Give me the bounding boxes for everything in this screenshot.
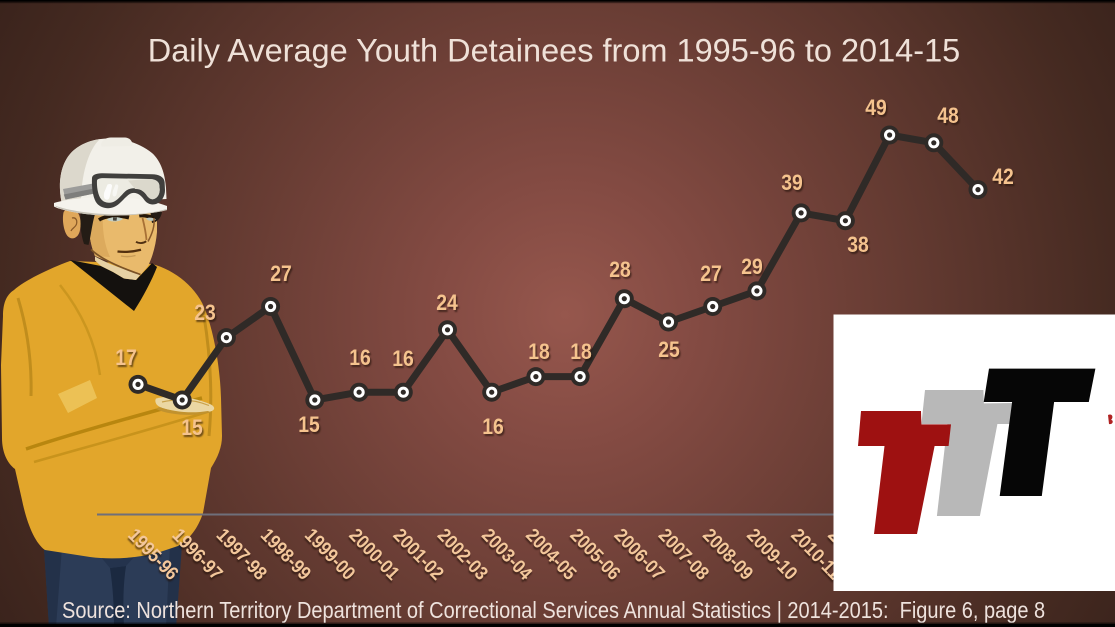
svg-text:16: 16: [392, 347, 414, 371]
svg-text:17: 17: [115, 346, 137, 370]
svg-text:49: 49: [865, 96, 887, 120]
svg-text:25: 25: [658, 338, 680, 362]
svg-text:38: 38: [847, 233, 869, 257]
svg-text:16: 16: [349, 346, 371, 370]
svg-text:15: 15: [298, 413, 320, 437]
svg-text:18: 18: [570, 340, 592, 364]
svg-text:27: 27: [700, 262, 722, 286]
svg-text:18: 18: [528, 340, 550, 364]
svg-text:39: 39: [781, 171, 803, 195]
svg-text:16: 16: [482, 415, 504, 439]
svg-text:48: 48: [937, 104, 959, 128]
svg-text:24: 24: [436, 291, 458, 315]
svg-text:Daily Average Youth Detainees: Daily Average Youth Detainees from 1995-…: [148, 33, 960, 69]
svg-text:15: 15: [181, 416, 203, 440]
svg-text:28: 28: [609, 258, 631, 282]
svg-text:23: 23: [194, 301, 216, 325]
svg-text:42: 42: [992, 165, 1014, 189]
svg-text:29: 29: [741, 255, 763, 279]
svg-text:27: 27: [270, 262, 292, 286]
svg-text:Source: Northern Territory Dep: Source: Northern Territory Department of…: [62, 596, 1045, 623]
